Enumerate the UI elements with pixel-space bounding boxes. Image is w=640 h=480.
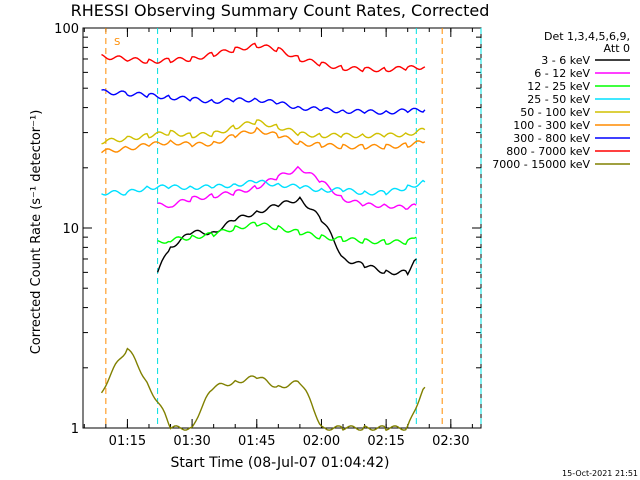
series-line-3 [157, 221, 417, 246]
legend-label-3: 12 - 25 keV [527, 80, 590, 93]
legend-label-7: 300 - 800 keV [513, 132, 590, 145]
footer-date: 15-Oct-2021 21:51 [562, 469, 638, 478]
x-tick-label: 02:30 [432, 434, 469, 449]
x-axis-label: Start Time (08-Jul-07 01:04:42) [170, 455, 389, 471]
series-lines [100, 42, 426, 432]
y-tick-label: 1 [71, 422, 79, 437]
series-line-4 [101, 179, 426, 196]
y-tick-label: 10 [62, 222, 79, 237]
legend-label-8: 800 - 7000 keV [506, 145, 590, 158]
s-marker-label: S [114, 37, 120, 48]
y-axis-label: Corrected Count Rate (s⁻¹ detector⁻¹) [29, 110, 44, 355]
series-line-2 [157, 165, 417, 210]
legend-label-2: 6 - 12 keV [534, 67, 590, 80]
legend-header-detectors: Det 1,3,4,5,6,9, [544, 30, 630, 43]
series-line-5 [101, 119, 426, 145]
series-line-8 [101, 42, 426, 73]
x-tick-label: 02:15 [367, 434, 404, 449]
x-tick-label: 01:15 [109, 434, 146, 449]
x-tick-label: 02:00 [303, 434, 340, 449]
series-line-9 [100, 347, 426, 432]
legend-label-6: 100 - 300 keV [513, 119, 590, 132]
legend-label-9: 7000 - 15000 keV [492, 158, 590, 171]
plot-axes: 1 10 100 01:15 01:30 01:45 02:00 02:15 02:30 [54, 22, 482, 449]
series-line-7 [101, 88, 426, 115]
legend-header-attenuator: Att 0 [604, 42, 630, 55]
legend-label-1: 3 - 6 keV [541, 54, 590, 67]
chart-title: RHESSI Observing Summary Count Rates, Co… [71, 1, 490, 20]
legend-label-5: 50 - 100 keV [520, 106, 590, 119]
series-line-6 [101, 126, 426, 154]
series-line-1 [156, 196, 417, 277]
x-tick-label: 01:30 [173, 434, 210, 449]
x-tick-label: 01:45 [238, 434, 275, 449]
time-markers [105, 28, 482, 428]
y-tick-label: 100 [54, 22, 79, 37]
legend-label-4: 25 - 50 keV [527, 93, 590, 106]
